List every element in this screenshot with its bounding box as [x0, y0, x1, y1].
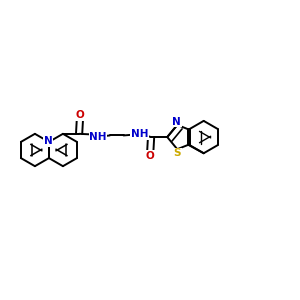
Text: O: O: [76, 110, 84, 120]
Text: O: O: [146, 151, 154, 161]
Text: S: S: [173, 148, 181, 158]
Text: N: N: [172, 117, 181, 127]
Text: NH: NH: [89, 132, 107, 142]
Text: N: N: [44, 136, 53, 146]
Text: NH: NH: [130, 129, 148, 139]
